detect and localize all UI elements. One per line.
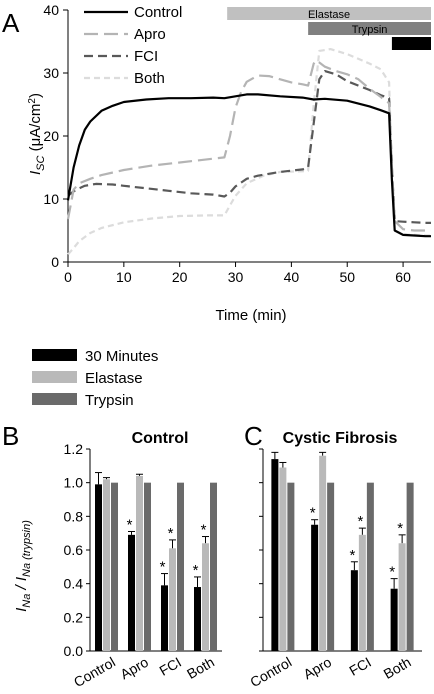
panel-b-significance-star: * bbox=[193, 562, 199, 579]
panel-a-x-tick-label: 50 bbox=[339, 269, 355, 285]
panel-c-bar-trypsin bbox=[287, 482, 295, 651]
panel-c-category-label: Apro bbox=[301, 654, 335, 683]
legend-label-apro: Apro bbox=[134, 26, 166, 43]
panel-c-bar-30-minutes bbox=[271, 459, 279, 651]
legend-swatch-trypsin bbox=[32, 393, 77, 405]
series-line-control bbox=[66, 93, 431, 238]
panel-a-x-tick-label: 20 bbox=[172, 269, 188, 285]
panel-c-bar-chart: Cystic Fibrosis Control Apro FCI Both ***** bbox=[247, 430, 422, 690]
panel-c-bar-30-minutes bbox=[311, 524, 319, 651]
panel-b-bar-elastase bbox=[169, 548, 176, 651]
panel-b-bar-elastase bbox=[202, 543, 209, 651]
treatment-bar-amil bbox=[391, 37, 431, 50]
legend-label-fci: FCI bbox=[134, 48, 158, 65]
panel-a-y-tick-label: 40 bbox=[43, 2, 59, 18]
panel-b-y-tick-label: 0.8 bbox=[64, 508, 84, 524]
panel-b-category-label: Both bbox=[184, 654, 217, 682]
panel-a-y-tick-label: 10 bbox=[43, 191, 59, 207]
panel-label-a: A bbox=[2, 8, 20, 38]
panel-b-bar-elastase bbox=[103, 479, 110, 651]
legend-label-elastase: Elastase bbox=[85, 370, 143, 387]
panel-b-bar-30-minutes bbox=[95, 484, 102, 651]
panel-b-y-tick-label: 0.6 bbox=[64, 542, 84, 558]
panel-c-bar-elastase bbox=[279, 467, 287, 651]
panel-c-category-label: Control bbox=[247, 654, 294, 690]
panel-b-significance-star: * bbox=[201, 522, 207, 539]
panel-b-category-label: FCI bbox=[156, 654, 184, 679]
panel-c-bar-30-minutes bbox=[350, 570, 358, 651]
legend-label-control: Control bbox=[134, 4, 182, 21]
panel-c-bar-trypsin bbox=[366, 482, 374, 651]
panel-b-bar-30-minutes bbox=[161, 585, 168, 651]
panel-b-significance-star: * bbox=[160, 559, 166, 576]
panel-b-bar-trypsin bbox=[144, 482, 151, 651]
treatment-bar-label: Amil bbox=[406, 39, 427, 51]
treatment-bar-elastase bbox=[227, 7, 431, 20]
panel-c-category-label: FCI bbox=[346, 654, 374, 679]
treatment-bar-label: Trypsin bbox=[352, 24, 388, 36]
panel-c-title: Cystic Fibrosis bbox=[283, 430, 398, 447]
panel-b-y-tick-label: 0.0 bbox=[64, 643, 84, 659]
panel-c-significance-star: * bbox=[310, 505, 316, 522]
legend-label-30-minutes: 30 Minutes bbox=[85, 348, 158, 365]
panel-c-bar-30-minutes bbox=[390, 588, 398, 651]
panel-c-bar-elastase bbox=[319, 455, 327, 651]
panel-a-y-tick-label: 30 bbox=[43, 65, 59, 81]
panel-b-significance-star: * bbox=[168, 525, 174, 542]
legend-swatch-30-minutes bbox=[32, 349, 77, 361]
panel-a-x-tick-label: 0 bbox=[64, 269, 72, 285]
panel-b-significance-star: * bbox=[127, 516, 133, 533]
panel-b-y-tick-label: 0.4 bbox=[64, 576, 84, 592]
bar-chart-legend: 30 Minutes Elastase Trypsin bbox=[32, 348, 158, 409]
panel-label-b: B bbox=[2, 421, 19, 451]
panel-b-y-tick-label: 0.2 bbox=[64, 609, 84, 625]
panel-b-bar-30-minutes bbox=[194, 587, 201, 651]
panel-b-y-tick-label: 1.0 bbox=[64, 475, 84, 491]
series-line-apro bbox=[66, 59, 431, 232]
legend-swatch-elastase bbox=[32, 371, 77, 383]
panel-b-y-axis-label: INa / INa (trypsin) bbox=[13, 520, 33, 612]
panel-c-bar-trypsin bbox=[406, 482, 414, 651]
panel-c-significance-star: * bbox=[397, 520, 403, 537]
panel-c-category-label: Both bbox=[381, 654, 414, 682]
panel-b-bar-trypsin bbox=[210, 482, 217, 651]
panel-b-category-label: Apro bbox=[117, 654, 151, 683]
panel-c-significance-star: * bbox=[349, 547, 355, 564]
panel-b-bar-30-minutes bbox=[128, 534, 135, 651]
panel-c-bar-trypsin bbox=[327, 482, 335, 651]
panel-b-y-tick-label: 1.2 bbox=[64, 441, 84, 457]
panel-c-bar-elastase bbox=[398, 543, 406, 651]
panel-a-y-axis-label: ISC (μA/cm2) bbox=[27, 93, 47, 175]
panel-a-x-tick-label: 60 bbox=[395, 269, 411, 285]
panel-c-significance-star: * bbox=[389, 564, 395, 581]
treatment-bar-label: Elastase bbox=[308, 9, 350, 21]
panel-a-x-tick-label: 30 bbox=[228, 269, 244, 285]
treatment-bar-trypsin bbox=[308, 22, 431, 35]
panel-label-c: C bbox=[244, 421, 263, 451]
panel-a-x-tick-label: 40 bbox=[284, 269, 300, 285]
panel-a-legend: Control Apro FCI Both bbox=[84, 4, 182, 87]
panel-c-bar-elastase bbox=[358, 534, 366, 651]
panel-a-y-tick-label: 0 bbox=[51, 254, 59, 270]
panel-b-bar-trypsin bbox=[111, 482, 118, 651]
panel-a-x-tick-label: 10 bbox=[116, 269, 132, 285]
panel-a-y-tick-label: 20 bbox=[43, 128, 59, 144]
legend-label-trypsin: Trypsin bbox=[85, 392, 134, 409]
panel-b-bar-elastase bbox=[136, 475, 143, 651]
panel-b-title: Control bbox=[132, 430, 189, 447]
legend-label-both: Both bbox=[134, 70, 165, 87]
panel-b-bar-trypsin bbox=[177, 482, 184, 651]
panel-c-significance-star: * bbox=[357, 513, 363, 530]
panel-b-category-label: Control bbox=[71, 654, 118, 690]
panel-a-x-axis-label: Time (min) bbox=[215, 307, 286, 324]
